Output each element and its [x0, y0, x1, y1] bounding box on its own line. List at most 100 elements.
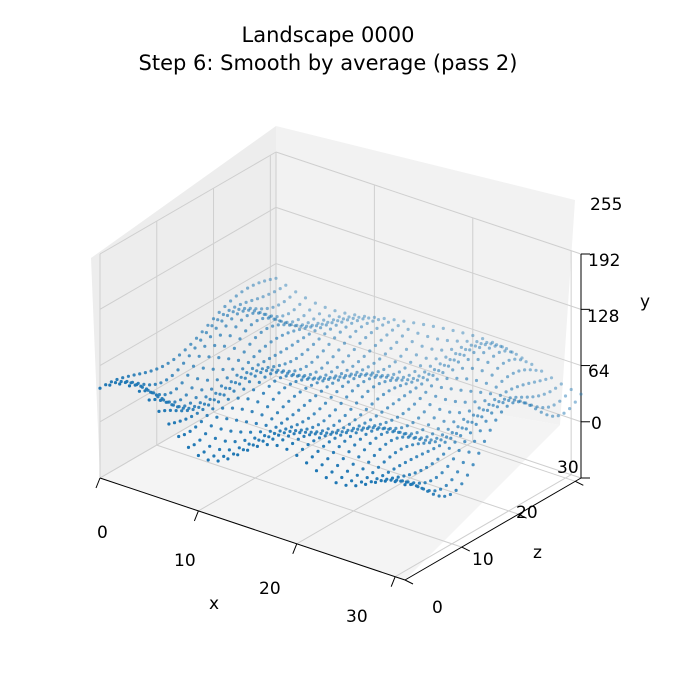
- scatter-point: [339, 433, 343, 437]
- scatter-point: [284, 427, 288, 431]
- scatter-point: [342, 341, 347, 345]
- scatter-point: [336, 428, 340, 432]
- scatter-point: [360, 428, 364, 432]
- scatter-point: [287, 399, 291, 403]
- scatter-point: [271, 305, 275, 309]
- scatter-point: [290, 374, 294, 378]
- scatter-point: [437, 494, 441, 498]
- scatter-point: [412, 402, 417, 406]
- scatter-point: [527, 381, 531, 385]
- scatter-point: [243, 438, 247, 442]
- scatter-point: [364, 482, 368, 486]
- scatter-point: [355, 370, 359, 374]
- scatter-point: [490, 411, 494, 415]
- y-tick-label-64: 64: [588, 362, 610, 382]
- scatter-point: [240, 290, 244, 294]
- scatter-point: [471, 413, 476, 417]
- scatter-point: [406, 378, 410, 382]
- scatter-point: [355, 319, 359, 323]
- scatter-point: [283, 362, 287, 366]
- scatter-point: [344, 325, 348, 329]
- scatter-point: [303, 296, 308, 300]
- scatter-point: [329, 395, 333, 399]
- scatter-point: [438, 407, 442, 411]
- scatter-point: [473, 439, 477, 443]
- scatter-point: [313, 329, 317, 333]
- scatter-point: [322, 376, 326, 381]
- scatter-point: [409, 360, 413, 364]
- scatter-point: [208, 335, 213, 339]
- scatter-point: [356, 427, 360, 431]
- scatter-point: [341, 457, 345, 461]
- scatter-point: [224, 386, 228, 390]
- scatter-point: [244, 300, 248, 304]
- scatter-point: [537, 394, 541, 398]
- scatter-point: [308, 433, 312, 437]
- scatter-point: [257, 438, 261, 442]
- scatter-point: [360, 395, 364, 399]
- scatter-point: [431, 432, 435, 436]
- scatter-point: [494, 418, 498, 422]
- scatter-point: [261, 316, 265, 321]
- scatter-point: [194, 425, 198, 429]
- scatter-point: [266, 405, 270, 409]
- scatter-point: [363, 373, 367, 377]
- scatter-point: [252, 355, 256, 359]
- scatter-point: [387, 364, 392, 368]
- scatter-point: [426, 489, 430, 493]
- scatter-point: [327, 342, 331, 346]
- scatter-point: [300, 352, 304, 356]
- scatter-point: [562, 411, 566, 415]
- scatter-point: [336, 319, 340, 323]
- scatter-point: [348, 434, 353, 439]
- scatter-point: [516, 400, 521, 404]
- scatter-point: [417, 416, 421, 420]
- scatter-point: [534, 368, 538, 372]
- scatter-point: [382, 367, 386, 372]
- scatter-point: [358, 374, 362, 378]
- scatter-point: [286, 434, 291, 438]
- scatter-point: [291, 441, 295, 446]
- scatter-point: [474, 378, 479, 383]
- scatter-point: [245, 371, 249, 375]
- scatter-point: [371, 426, 375, 430]
- scatter-point: [463, 400, 467, 404]
- scatter-point: [433, 440, 437, 444]
- scatter-point: [309, 383, 314, 387]
- scatter-point: [272, 431, 277, 436]
- scatter-point: [443, 494, 447, 498]
- scatter-point: [238, 337, 242, 341]
- x-tick-label-30: 30: [346, 607, 368, 627]
- scatter-point: [250, 410, 254, 414]
- scatter-point: [138, 372, 142, 376]
- scatter-point: [336, 463, 340, 468]
- scatter-point: [331, 318, 336, 322]
- scatter-point: [385, 430, 389, 434]
- scatter-point: [182, 433, 186, 437]
- scatter-point: [465, 339, 469, 343]
- scatter-point: [166, 361, 170, 365]
- scatter-point: [216, 400, 221, 404]
- scatter-point: [332, 376, 336, 380]
- scatter-point: [388, 455, 392, 459]
- scatter-point: [325, 385, 329, 389]
- scatter-point: [235, 373, 239, 377]
- scatter-point: [381, 474, 385, 478]
- scatter-point: [344, 483, 348, 487]
- scatter-point: [323, 401, 328, 405]
- scatter-point: [490, 340, 495, 344]
- scatter-point: [448, 492, 452, 497]
- scatter-point: [313, 301, 317, 305]
- scatter-point: [201, 407, 205, 412]
- scatter-point: [260, 367, 264, 371]
- scatter-point: [262, 360, 266, 364]
- scatter-point: [460, 426, 464, 430]
- scatter-point: [411, 443, 415, 447]
- scatter-point: [157, 409, 161, 413]
- x-tick-mark: [95, 477, 101, 489]
- scatter-point: [534, 407, 538, 411]
- scatter-point: [382, 460, 386, 464]
- scatter-point: [179, 398, 183, 402]
- scatter-point: [234, 294, 238, 298]
- scatter-point: [243, 376, 247, 380]
